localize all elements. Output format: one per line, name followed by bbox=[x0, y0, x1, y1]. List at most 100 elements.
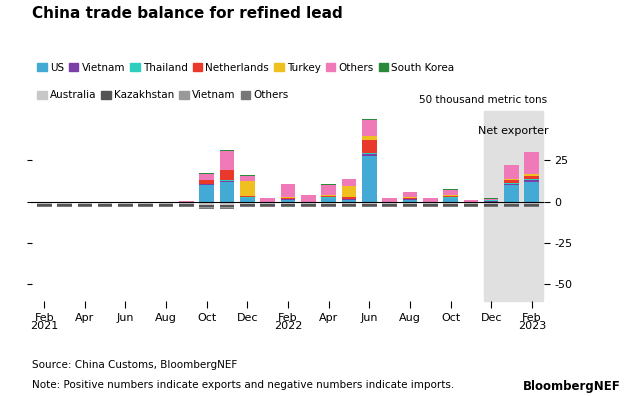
Bar bbox=[240, 181, 255, 196]
Bar bbox=[403, 199, 417, 200]
Bar bbox=[179, 202, 194, 204]
Bar bbox=[260, 206, 275, 207]
Bar bbox=[403, 198, 417, 199]
Bar bbox=[403, 202, 417, 204]
Bar bbox=[240, 198, 255, 202]
Bar bbox=[37, 204, 51, 206]
Text: 2022: 2022 bbox=[274, 321, 302, 331]
Bar bbox=[403, 204, 417, 206]
Bar bbox=[444, 206, 458, 207]
Bar bbox=[504, 185, 519, 202]
Bar bbox=[200, 202, 214, 205]
Bar bbox=[240, 176, 255, 181]
Bar bbox=[281, 204, 295, 206]
Bar bbox=[525, 152, 539, 174]
Bar bbox=[321, 206, 336, 207]
Bar bbox=[382, 202, 397, 204]
Bar bbox=[281, 206, 295, 207]
Bar bbox=[504, 184, 519, 185]
Bar bbox=[200, 174, 214, 180]
Bar bbox=[484, 200, 499, 201]
Bar bbox=[403, 200, 417, 202]
Bar bbox=[362, 140, 376, 153]
Bar bbox=[301, 202, 316, 204]
Bar bbox=[321, 185, 336, 195]
Bar bbox=[342, 186, 356, 197]
Bar bbox=[179, 204, 194, 206]
Bar bbox=[444, 198, 458, 202]
Bar bbox=[444, 196, 458, 197]
Bar bbox=[57, 202, 72, 204]
Bar bbox=[484, 206, 499, 207]
Bar bbox=[200, 173, 214, 174]
Bar bbox=[77, 206, 92, 207]
Bar bbox=[484, 199, 499, 200]
Bar bbox=[403, 206, 417, 207]
Bar bbox=[525, 180, 539, 182]
Bar bbox=[321, 204, 336, 206]
Bar bbox=[159, 202, 173, 204]
Bar bbox=[220, 180, 234, 181]
Bar bbox=[200, 207, 214, 208]
Bar bbox=[57, 206, 72, 207]
Bar bbox=[321, 202, 336, 204]
Text: 50 thousand metric tons: 50 thousand metric tons bbox=[419, 95, 547, 105]
Bar bbox=[403, 197, 417, 198]
Bar bbox=[403, 192, 417, 197]
Bar bbox=[382, 198, 397, 202]
Bar bbox=[362, 206, 376, 207]
Bar bbox=[525, 182, 539, 202]
Bar bbox=[159, 206, 173, 207]
Bar bbox=[260, 198, 275, 202]
Bar bbox=[200, 208, 214, 209]
Text: Net exporter: Net exporter bbox=[478, 126, 549, 136]
Text: Note: Positive numbers indicate exports and negative numbers indicate imports.: Note: Positive numbers indicate exports … bbox=[32, 380, 454, 390]
Bar bbox=[423, 198, 438, 202]
Bar bbox=[342, 200, 356, 202]
Legend: Australia, Kazakhstan, Vietnam, Others: Australia, Kazakhstan, Vietnam, Others bbox=[37, 90, 289, 100]
Bar bbox=[301, 204, 316, 206]
Bar bbox=[504, 179, 519, 180]
Bar bbox=[362, 202, 376, 204]
Bar bbox=[321, 196, 336, 197]
Bar bbox=[342, 197, 356, 199]
Bar bbox=[37, 202, 51, 204]
Text: Source: China Customs, BloombergNEF: Source: China Customs, BloombergNEF bbox=[32, 360, 237, 370]
Bar bbox=[525, 174, 539, 176]
Bar bbox=[504, 180, 519, 183]
Bar bbox=[138, 204, 153, 206]
Bar bbox=[301, 206, 316, 207]
Bar bbox=[362, 153, 376, 154]
Bar bbox=[525, 202, 539, 204]
Bar bbox=[423, 204, 438, 206]
Bar bbox=[362, 137, 376, 140]
Bar bbox=[504, 165, 519, 166]
Bar bbox=[200, 184, 214, 185]
Bar bbox=[37, 206, 51, 207]
Bar bbox=[382, 206, 397, 207]
Bar bbox=[281, 200, 295, 202]
Bar bbox=[77, 202, 92, 204]
Bar bbox=[281, 198, 295, 199]
Bar bbox=[159, 204, 173, 206]
Bar bbox=[444, 195, 458, 196]
Bar bbox=[200, 185, 214, 202]
Bar bbox=[463, 204, 478, 206]
Bar bbox=[342, 202, 356, 204]
Bar bbox=[98, 204, 113, 206]
Bar bbox=[525, 206, 539, 207]
Bar bbox=[240, 197, 255, 198]
Bar bbox=[77, 204, 92, 206]
Bar bbox=[362, 204, 376, 206]
Bar bbox=[98, 206, 113, 207]
Bar bbox=[179, 206, 194, 207]
Bar bbox=[240, 204, 255, 206]
Bar bbox=[220, 207, 234, 208]
Bar bbox=[220, 182, 234, 202]
Bar bbox=[444, 197, 458, 198]
Bar bbox=[504, 166, 519, 179]
Bar bbox=[138, 202, 153, 204]
Bar bbox=[342, 206, 356, 207]
Text: BloombergNEF: BloombergNEF bbox=[523, 380, 621, 393]
Bar bbox=[220, 202, 234, 205]
